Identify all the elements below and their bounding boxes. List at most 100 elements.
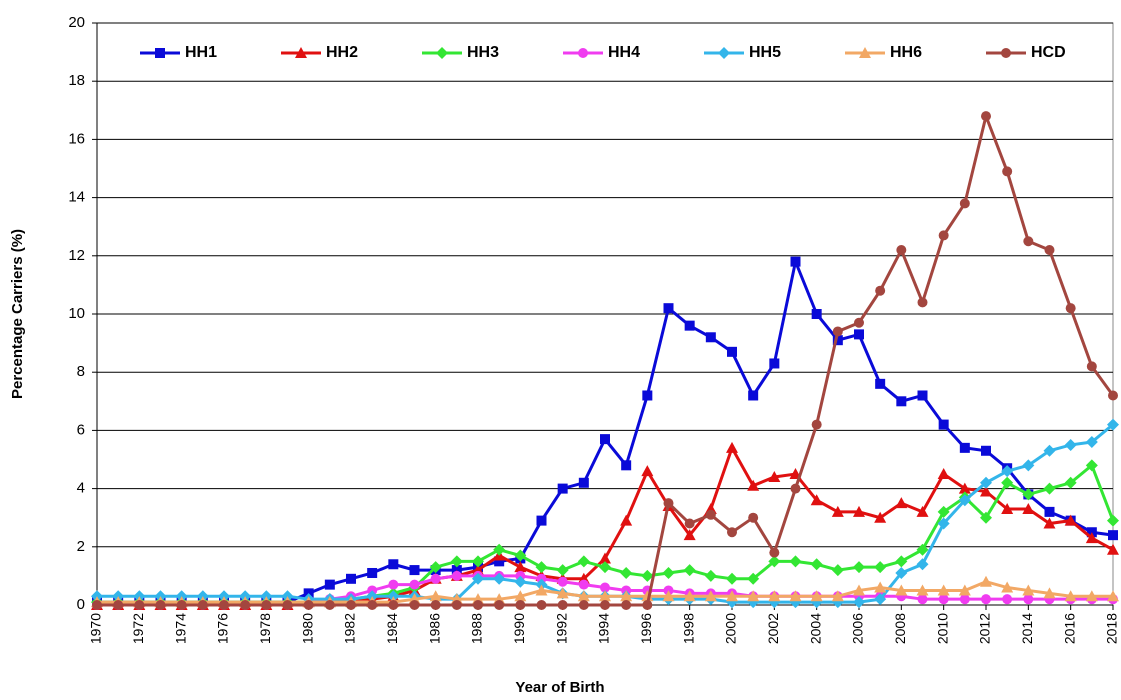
marker [811, 419, 822, 430]
marker [917, 594, 928, 605]
marker [620, 566, 633, 579]
marker [409, 600, 420, 610]
marker [557, 483, 568, 494]
marker [473, 600, 483, 610]
marker [346, 600, 356, 610]
x-tick-label: 1988 [469, 613, 485, 644]
marker [790, 256, 801, 267]
marker [514, 590, 527, 602]
marker [726, 441, 738, 453]
marker [409, 565, 420, 576]
marker [1002, 166, 1013, 177]
marker [959, 594, 970, 605]
marker [789, 555, 802, 568]
marker [451, 600, 462, 610]
marker [916, 543, 929, 556]
marker [831, 505, 844, 517]
marker [875, 378, 886, 389]
marker [684, 518, 695, 529]
marker [155, 48, 165, 58]
marker [937, 584, 950, 596]
marker [1044, 244, 1055, 255]
marker [768, 590, 781, 602]
marker [303, 600, 314, 610]
marker [599, 552, 611, 564]
marker [261, 600, 272, 610]
marker [367, 600, 378, 610]
marker [663, 498, 674, 509]
marker [620, 514, 633, 526]
marker [514, 549, 527, 562]
legend-label: HH6 [890, 44, 922, 61]
marker [536, 600, 547, 610]
marker [1044, 506, 1055, 517]
marker [937, 468, 950, 480]
marker [874, 581, 887, 593]
marker [683, 564, 696, 577]
x-tick-label: 1996 [638, 613, 654, 644]
marker [1022, 488, 1035, 501]
marker [515, 600, 526, 610]
marker [938, 419, 949, 430]
marker [1043, 587, 1056, 599]
marker [578, 600, 589, 610]
x-tick-label: 2006 [850, 613, 866, 644]
x-tick-label: 1980 [299, 613, 315, 644]
marker [430, 573, 441, 584]
marker [718, 47, 730, 59]
marker [790, 483, 801, 494]
marker [176, 600, 187, 610]
marker [1064, 590, 1077, 602]
x-tick-label: 1994 [596, 613, 612, 644]
marker [1022, 459, 1035, 472]
marker [514, 575, 527, 588]
legend-label: HH5 [749, 44, 781, 61]
marker [895, 497, 908, 509]
marker [831, 590, 844, 602]
marker [642, 600, 653, 610]
marker [1107, 590, 1119, 602]
marker [853, 505, 865, 517]
x-tick-label: 1990 [511, 613, 527, 644]
marker [641, 465, 654, 477]
x-tick-label: 2014 [1019, 613, 1035, 644]
y-tick-label: 18 [68, 72, 85, 89]
marker [621, 460, 632, 471]
marker [663, 303, 674, 314]
marker [1107, 418, 1119, 431]
marker [1085, 459, 1098, 472]
marker [981, 594, 991, 605]
marker [959, 442, 970, 453]
marker [577, 555, 590, 568]
marker [1001, 476, 1014, 489]
marker [875, 285, 886, 296]
marker [747, 479, 760, 491]
marker [853, 596, 865, 609]
y-tick-label: 2 [77, 538, 85, 555]
marker [811, 309, 822, 319]
marker [1064, 514, 1077, 526]
marker [769, 358, 780, 369]
marker [429, 590, 442, 602]
y-tick-label: 16 [68, 130, 85, 147]
marker [895, 555, 908, 568]
marker [472, 572, 484, 585]
marker [600, 582, 610, 593]
x-tick-label: 1982 [342, 613, 358, 644]
marker [727, 527, 737, 538]
marker [621, 600, 632, 610]
x-tick-label: 2000 [723, 613, 739, 644]
x-tick-label: 2002 [765, 613, 781, 644]
y-tick-label: 4 [77, 480, 85, 497]
marker [683, 529, 696, 541]
marker [240, 600, 251, 610]
x-axis-label: Year of Birth [515, 679, 604, 696]
marker [832, 335, 843, 346]
marker [642, 390, 653, 401]
marker [748, 390, 759, 401]
marker [599, 590, 611, 602]
marker [705, 509, 716, 520]
marker [727, 346, 737, 357]
